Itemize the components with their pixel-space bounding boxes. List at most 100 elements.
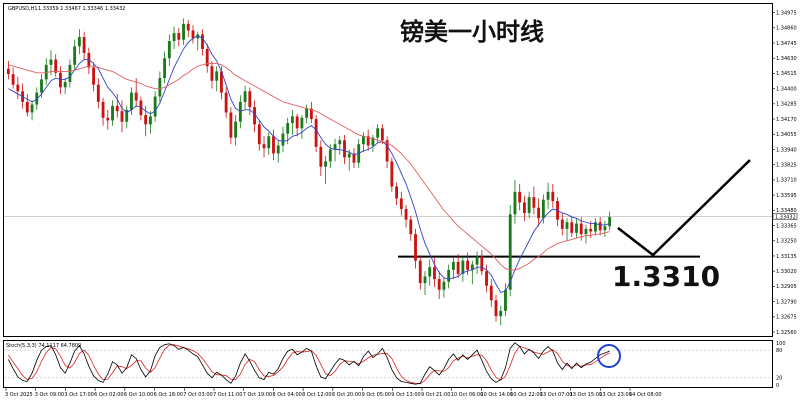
candle-body [447, 269, 451, 282]
y-tick-label: 1.33595 [776, 193, 797, 199]
candle-body [253, 107, 256, 125]
candle-body [532, 197, 536, 208]
stoch-tick-label: 0 [776, 383, 779, 389]
projection-v-line [617, 159, 751, 257]
candle-body [96, 84, 100, 102]
symbol-label: GBPUSD,H1 [8, 6, 38, 12]
candle-body [153, 96, 157, 117]
candle-body [106, 117, 110, 121]
candle-body [418, 260, 422, 284]
candle-body [205, 48, 209, 67]
candle-body [16, 84, 20, 92]
x-tick-label: 14 Oct 08:00 [629, 392, 662, 398]
candle-body [508, 214, 512, 290]
candle-body [579, 223, 583, 235]
candle-body [522, 202, 526, 213]
y-tick-label: 1.34630 [776, 56, 797, 62]
candle-body [570, 222, 574, 233]
y-tick-label: 1.33940 [776, 147, 797, 153]
candle-body [480, 256, 484, 272]
candle-body [338, 140, 342, 145]
candle-body [177, 33, 181, 40]
x-tick-label: 3 Oct 2025 [5, 392, 33, 398]
candle-body [324, 161, 327, 167]
x-tick-label: 8 Oct 20:00 [332, 392, 361, 398]
candle-body [319, 146, 323, 167]
candle-body [456, 261, 460, 274]
y-tick-label: 1.34515 [776, 71, 797, 77]
candle-body [551, 191, 555, 202]
y-tick-label: 1.34975 [776, 10, 797, 16]
candle-body [343, 140, 346, 158]
candle-body [546, 191, 550, 200]
candle-body [608, 216, 612, 227]
y-tick-label: 1.33250 [776, 239, 797, 245]
stoch-label: Stoch(5,3,3) 74.1117 64.7809 [6, 343, 81, 349]
candle-body [518, 191, 522, 203]
candle-body [390, 161, 394, 187]
x-tick-label: 6 Oct 10:00 [124, 392, 153, 398]
candle-body [281, 133, 285, 146]
candle-body [68, 64, 72, 83]
stoch-pane-frame [3, 340, 773, 388]
x-tick-label: 10 Oct 22:00 [510, 392, 543, 398]
x-tick-label: 10 Oct 06:00 [451, 392, 484, 398]
candle-body [352, 153, 356, 163]
candle-body [139, 100, 143, 116]
y-tick-label: 1.34400 [776, 86, 797, 92]
x-tick-label: 9 Oct 05:00 [362, 392, 391, 398]
stoch-main-line [8, 342, 610, 385]
candle-body [182, 23, 185, 40]
candle-body [494, 300, 498, 317]
candle-body [560, 219, 564, 229]
candle-body [461, 260, 465, 274]
candle-body [594, 222, 597, 232]
candle-body [59, 72, 62, 88]
candle-body [300, 117, 304, 129]
y-tick-label: 1.33480 [776, 208, 797, 214]
candle-body [215, 71, 219, 81]
candle-body [196, 34, 200, 39]
candle-body [73, 46, 77, 65]
candle-body [423, 276, 427, 284]
stoch-tick-label: 100 [776, 341, 786, 347]
candle-body [11, 74, 15, 85]
current-price-tag-box [772, 213, 798, 220]
stoch-tick-label: 80 [776, 348, 782, 354]
candle-body [598, 222, 602, 231]
candle-body [25, 101, 29, 113]
candle-body [565, 222, 569, 229]
y-tick-label: 1.32790 [776, 299, 797, 305]
candle-body [172, 33, 176, 42]
x-tick-label: 7 Oct 19:00 [243, 392, 272, 398]
candle-body [234, 121, 238, 138]
y-tick-label: 1.33710 [776, 178, 797, 184]
candle-body [267, 136, 271, 149]
y-tick-label: 1.34285 [776, 102, 797, 108]
candle-body [125, 109, 129, 122]
support-level-label: 1.3310 [612, 260, 720, 293]
candle-body [489, 285, 493, 301]
candle-body [272, 136, 275, 154]
candle-body [77, 37, 81, 47]
candle-body [499, 310, 503, 317]
candle-body [309, 108, 313, 120]
candle-body [224, 92, 228, 113]
candle-body [158, 78, 162, 97]
candle-body [527, 197, 531, 213]
x-tick-label: 9 Oct 13:00 [391, 392, 420, 398]
candle-body [148, 116, 152, 125]
y-tick-label: 1.32675 [776, 315, 797, 321]
candle-body [541, 199, 545, 219]
candle-body [248, 91, 252, 108]
stoch-tick-label: 20 [776, 376, 782, 382]
candle-body [115, 105, 119, 112]
x-tick-label: 9 Oct 21:00 [421, 392, 450, 398]
candle-body [210, 66, 214, 81]
candle-body [63, 82, 67, 88]
candle-body [376, 128, 380, 138]
candle-body [485, 271, 488, 286]
candle-body [466, 260, 470, 270]
candle-body [257, 124, 261, 145]
